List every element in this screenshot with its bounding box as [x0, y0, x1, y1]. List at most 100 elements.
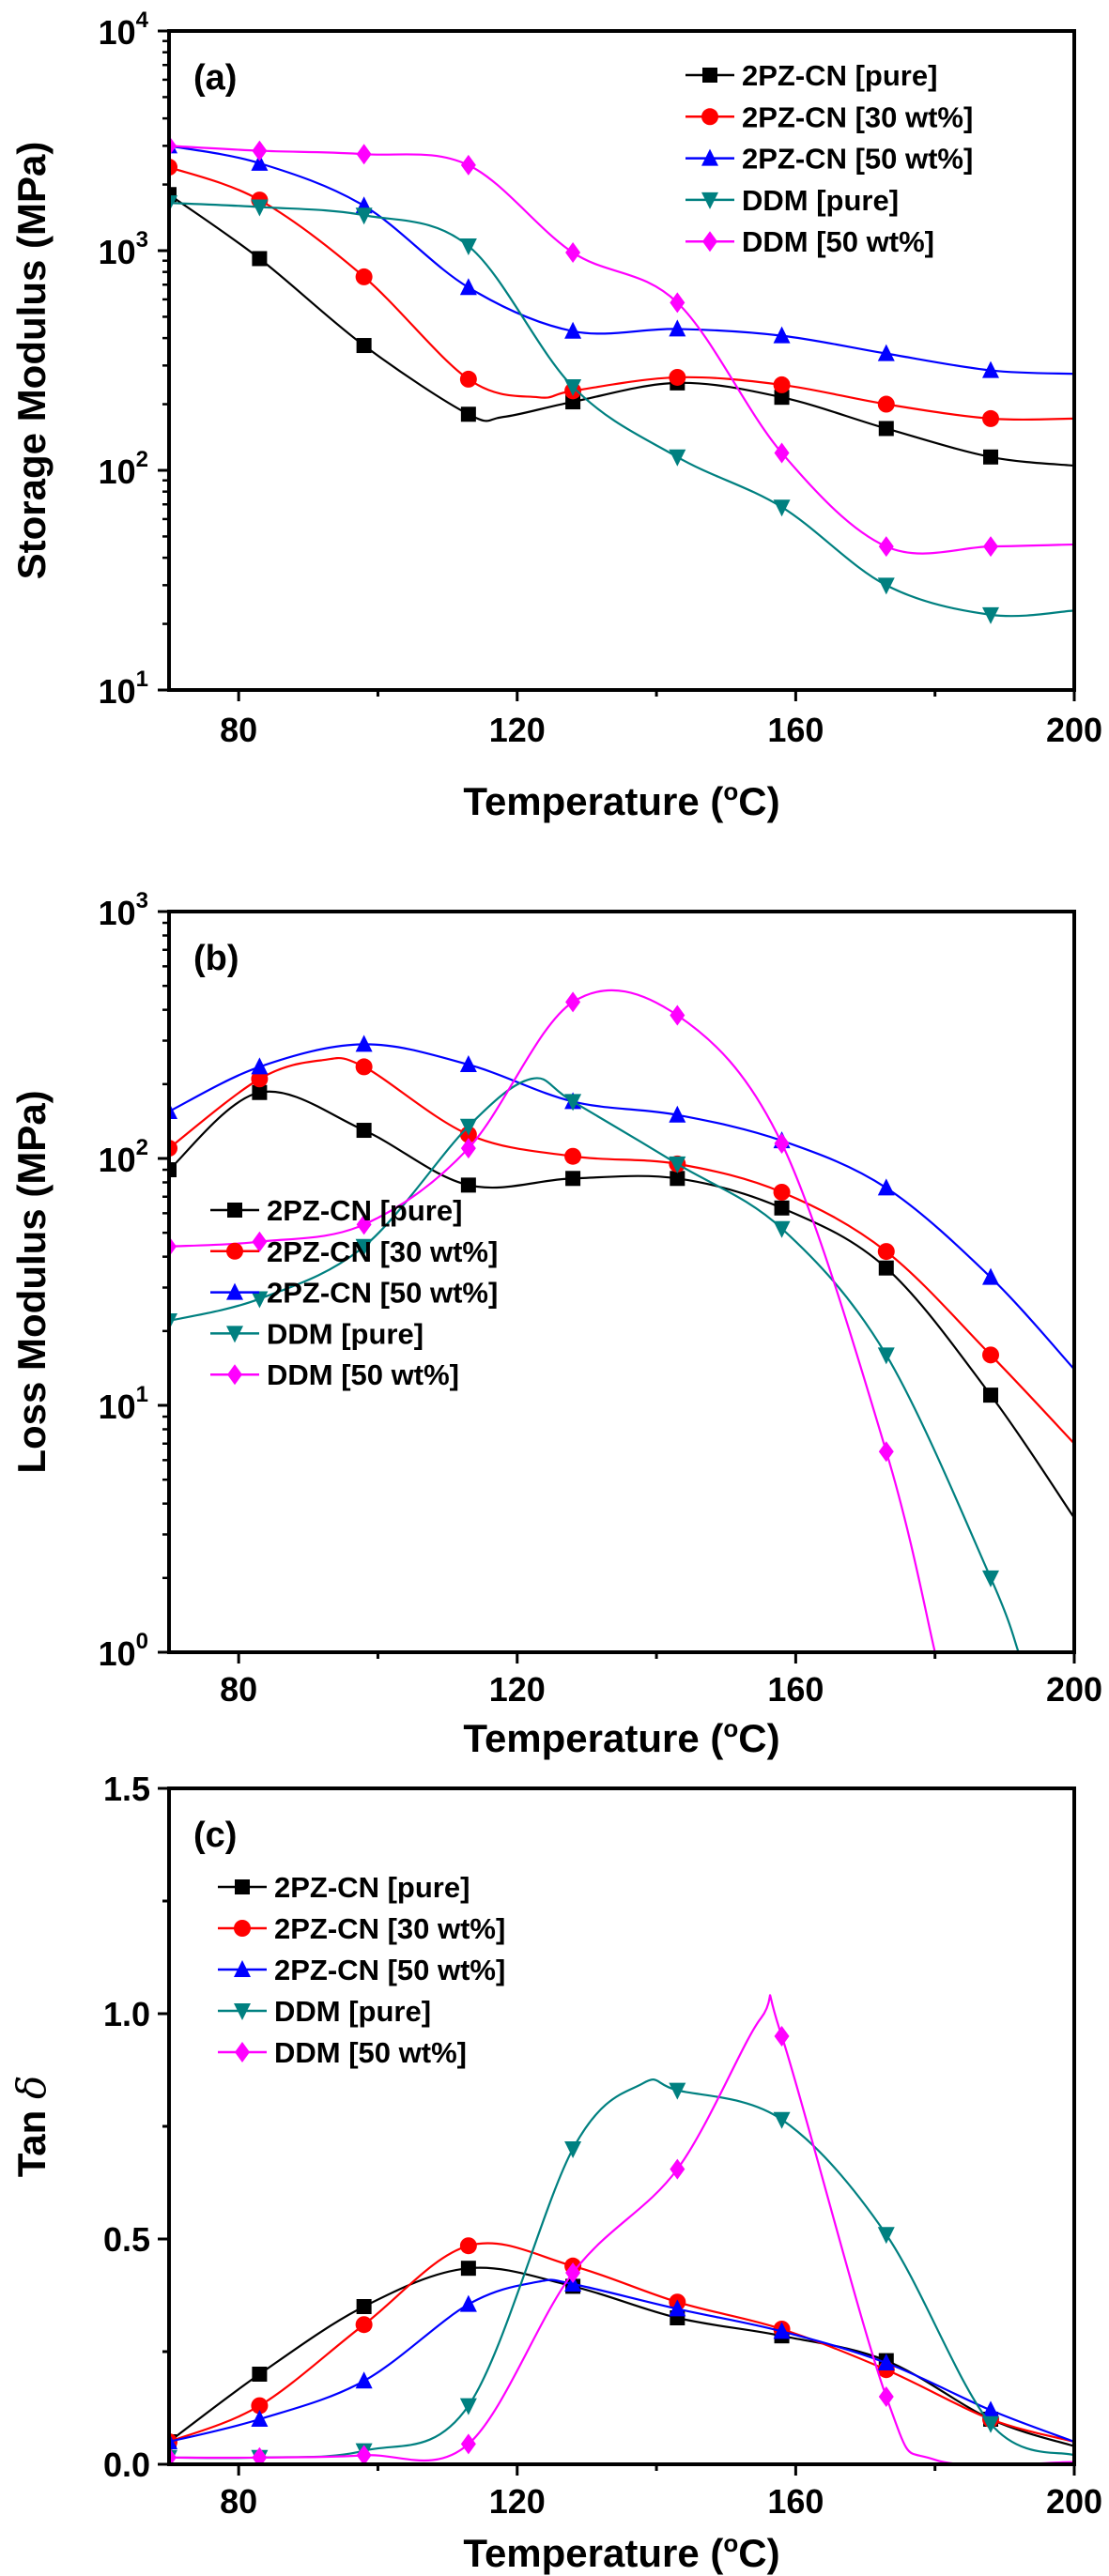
data-point [773, 499, 791, 517]
legend-marker [226, 1282, 243, 1300]
data-point [774, 2026, 790, 2047]
x-tick-label: 80 [220, 2482, 257, 2521]
x-axis-unit-degree: o [723, 2529, 738, 2557]
legend-marker [227, 1203, 242, 1218]
y-tick-label: 102 [99, 1135, 148, 1179]
data-point [877, 2227, 895, 2245]
data-point [774, 390, 790, 406]
series-line [169, 145, 1074, 376]
y-axis-title-text: Tan [9, 2099, 54, 2177]
data-point [355, 2371, 373, 2389]
x-tick-label: 160 [767, 711, 824, 749]
series-line [169, 989, 936, 1652]
series-line [169, 165, 1074, 422]
series-line [169, 202, 1074, 618]
y-tick-base: 10 [99, 13, 136, 52]
y-tick-label: 0.0 [103, 2446, 150, 2484]
panel-label: (c) [193, 1816, 237, 1855]
legend-item: 2PZ-CN [pure] [218, 1871, 470, 1904]
y-axis-symbol: δ [8, 2076, 54, 2099]
data-point [356, 144, 372, 165]
data-point [251, 153, 269, 171]
data-point [252, 2446, 268, 2464]
data-point [460, 154, 476, 176]
data-point [460, 1138, 476, 1159]
y-tick-label: 1.5 [103, 1770, 150, 1808]
x-tick-label: 160 [767, 2482, 824, 2521]
data-point [356, 1214, 372, 1235]
data-point [459, 1118, 477, 1136]
data-point [564, 1147, 582, 1165]
legend-item: DDM [50 wt%] [210, 1358, 459, 1391]
y-tick-base: 10 [99, 1634, 136, 1673]
legend-marker [234, 1920, 251, 1937]
data-point [773, 2322, 791, 2339]
data-point [669, 1156, 686, 1173]
x-axis-unit: C) [738, 2531, 779, 2575]
legend-item: 2PZ-CN [30 wt%] [210, 1235, 498, 1268]
series-line [169, 1090, 1074, 1519]
data-point [460, 2433, 476, 2455]
data-point [982, 606, 1000, 624]
data-point [564, 379, 582, 397]
data-point [982, 1346, 1000, 1364]
data-point [982, 1570, 1000, 1587]
data-point [669, 2082, 686, 2100]
legend-label: DDM [50 wt%] [267, 1358, 459, 1391]
y-tick-exponent: 1 [136, 1382, 148, 1407]
plot-frame [167, 910, 1076, 1654]
data-point [564, 1094, 582, 1112]
data-point [669, 1105, 686, 1123]
x-tick-label: 120 [489, 2482, 546, 2521]
data-point [251, 199, 269, 217]
data-point [565, 2262, 581, 2283]
legend: 2PZ-CN [pure] 2PZ-CN [30 wt%] 2PZ-CN [50 w… [218, 1871, 505, 2069]
data-point [877, 344, 895, 361]
legend-label: DDM [50 wt%] [742, 225, 934, 258]
legend-label: 2PZ-CN [30 wt%] [742, 100, 973, 133]
data-point [877, 2354, 895, 2370]
data-point [669, 368, 686, 386]
data-point [169, 159, 177, 176]
data-point [565, 991, 581, 1013]
data-point [460, 2261, 476, 2277]
data-point [878, 1260, 894, 1276]
legend-item: 2PZ-CN [30 wt%] [218, 1912, 505, 1945]
data-point [252, 1084, 268, 1100]
y-axis-title: Tan δ [8, 2076, 54, 2178]
data-point [355, 268, 373, 285]
data-point [983, 1388, 999, 1403]
data-point [983, 449, 999, 465]
data-point [459, 238, 477, 256]
x-tick-label: 80 [220, 711, 257, 749]
x-tick-label: 160 [767, 1670, 824, 1709]
y-tick-exponent: 4 [136, 8, 149, 33]
x-tick-label: 200 [1046, 1670, 1102, 1709]
data-point [773, 1183, 791, 1201]
y-axis-title-text: Storage Modulus (MPa) [9, 142, 54, 580]
y-tick-exponent: 3 [136, 227, 148, 253]
data-point [982, 409, 1000, 427]
data-point [251, 1070, 269, 1088]
legend-marker [226, 1326, 243, 1343]
legend-marker [701, 148, 718, 166]
legend-label: DDM [pure] [267, 1317, 424, 1350]
data-point [670, 292, 685, 314]
data-point [774, 442, 790, 464]
data-point [169, 1162, 177, 1178]
legend-marker [234, 2003, 251, 2020]
x-axis-unit: C) [738, 779, 779, 823]
series-line [169, 2078, 1074, 2460]
legend: 2PZ-CN [pure] 2PZ-CN [30 wt%] 2PZ-CN [50 w… [685, 59, 973, 258]
panel-label: (a) [193, 58, 237, 98]
legend-item: 2PZ-CN [pure] [685, 59, 937, 92]
x-axis-title-text: Temperature ( [463, 779, 723, 823]
legend-label: 2PZ-CN [30 wt%] [267, 1235, 498, 1268]
data-point [878, 421, 894, 437]
data-point [564, 321, 582, 339]
data-point [877, 1347, 895, 1365]
legend-label: DDM [50 wt%] [274, 2036, 467, 2069]
